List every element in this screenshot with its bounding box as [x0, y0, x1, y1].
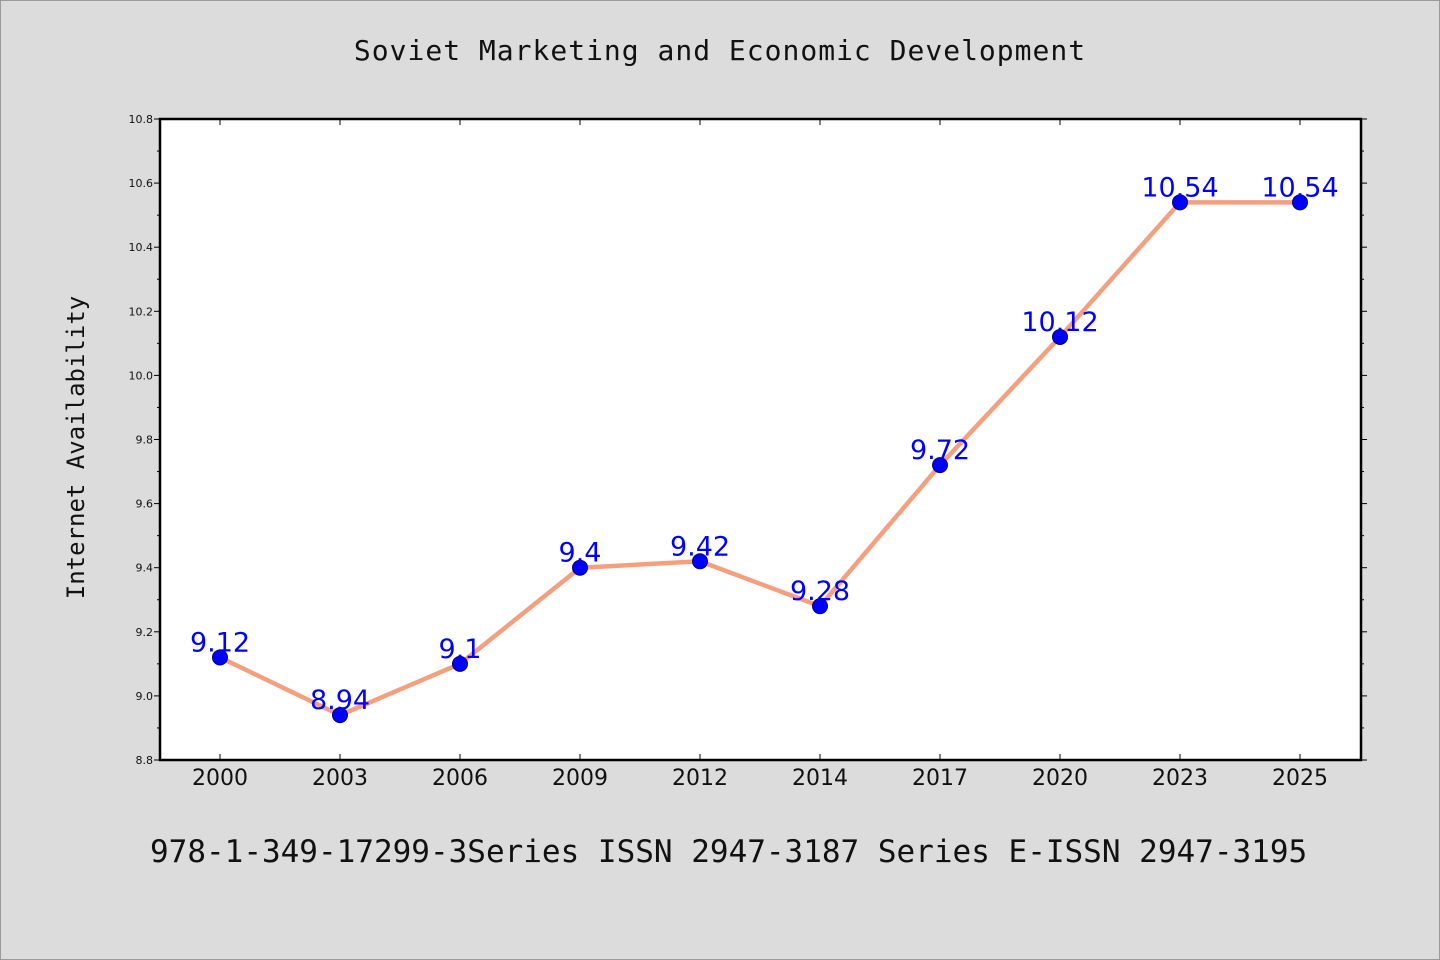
x-tick-label: 2003	[312, 766, 368, 791]
x-tick-label: 2025	[1272, 766, 1328, 791]
data-point	[1052, 328, 1068, 345]
x-tick-label: 2020	[1032, 766, 1088, 791]
footer-isbn-text: 978-1-349-17299-3Series ISSN 2947-3187 S…	[150, 834, 1308, 870]
y-axis-label: Internet Availability	[62, 296, 90, 599]
data-label: 10.12	[1021, 307, 1098, 338]
y-tick-label: 9.6	[136, 498, 154, 511]
x-tick-label: 2012	[672, 766, 728, 791]
data-label: 9.1	[439, 634, 482, 665]
y-tick-label: 10.2	[129, 305, 154, 318]
x-tick-label: 2023	[1152, 766, 1208, 791]
data-point	[212, 649, 228, 666]
y-tick-label: 10.6	[129, 177, 154, 190]
x-tick-label: 2017	[912, 766, 968, 791]
y-tick-label: 9.8	[136, 434, 154, 447]
y-tick-label: 9.4	[136, 562, 154, 575]
x-tick-label: 2009	[552, 766, 608, 791]
y-tick-label: 9.2	[136, 626, 154, 639]
chart-title: Soviet Marketing and Economic Developmen…	[353, 34, 1087, 67]
x-tick-label: 2014	[792, 766, 848, 791]
data-label: 9.28	[790, 576, 850, 607]
data-label: 10.54	[1261, 172, 1338, 203]
data-point	[1292, 194, 1308, 211]
data-point	[452, 655, 468, 672]
data-point	[1172, 194, 1188, 211]
data-point	[692, 553, 708, 570]
data-point	[332, 707, 348, 724]
y-tick-label: 9.0	[136, 690, 154, 703]
data-label: 8.94	[310, 685, 370, 716]
data-label: 9.4	[559, 538, 602, 569]
plot-border	[158, 117, 1363, 762]
series-line	[217, 200, 1303, 718]
y-tick-label: 10.8	[129, 113, 154, 126]
data-point	[572, 559, 588, 576]
data-label: 10.54	[1141, 172, 1218, 203]
plot-area	[160, 119, 1361, 760]
data-label: 9.72	[910, 435, 970, 466]
data-point	[812, 598, 828, 615]
data-point	[932, 457, 948, 474]
y-tick-label: 10.4	[129, 241, 154, 254]
data-label: 9.12	[190, 627, 250, 658]
x-tick-label: 2000	[192, 766, 248, 791]
data-label: 9.42	[670, 531, 730, 562]
y-tick-label: 10.0	[129, 369, 154, 382]
y-tick-label: 8.8	[136, 754, 154, 767]
x-tick-label: 2006	[432, 766, 488, 791]
